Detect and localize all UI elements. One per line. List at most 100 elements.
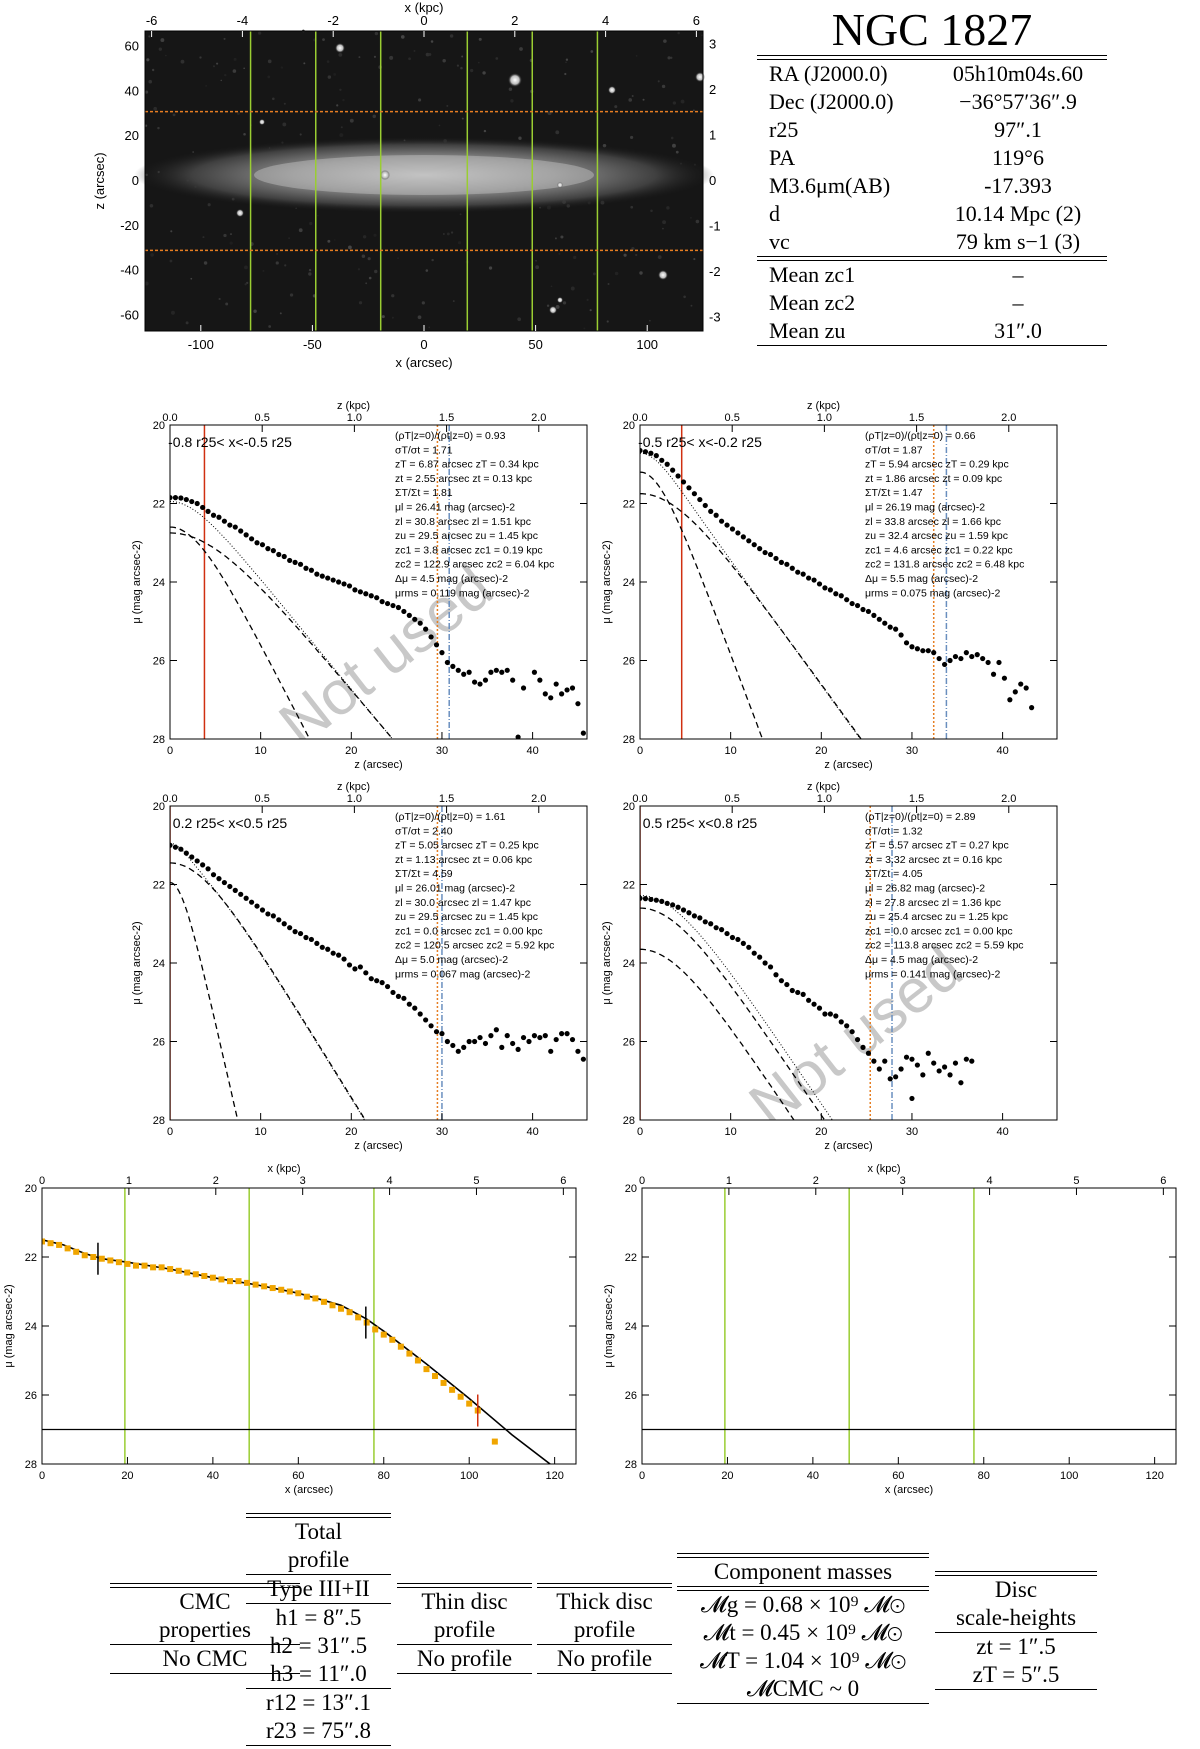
star <box>259 119 265 125</box>
data-point <box>920 648 926 654</box>
y-tick-label: 20 <box>125 128 139 143</box>
fit-parameter: zc2 = 122.9 arcsec zc2 = 6.04 kpc <box>395 559 554 571</box>
data-point <box>276 917 282 923</box>
noise-speck <box>216 62 219 65</box>
y-tick-label: -60 <box>120 307 139 322</box>
data-point <box>401 995 407 1001</box>
top-tick-label: 2 <box>511 13 518 28</box>
data-point <box>757 954 763 960</box>
data-point <box>542 1033 548 1039</box>
data-point <box>170 495 173 501</box>
y-tick-label: 28 <box>623 734 635 746</box>
mean-row: Mean zc2 – <box>757 289 1107 317</box>
right-tick-label: 3 <box>709 36 716 51</box>
data-point <box>697 915 703 921</box>
data-point <box>795 989 801 996</box>
param-row: PA 119°6 <box>757 144 1107 172</box>
right-tick-label: 1 <box>709 127 716 142</box>
y-tick-label: 20 <box>623 801 635 813</box>
data-point <box>931 1060 937 1066</box>
noise-speck <box>461 117 464 120</box>
noise-speck <box>662 227 664 230</box>
fit-parameter: zu = 25.4 arcsec zu = 1.25 kpc <box>865 911 1008 923</box>
data-point <box>132 1262 139 1269</box>
x-tick-label: 100 <box>636 337 658 352</box>
x-tick-label: 120 <box>1145 1470 1163 1482</box>
data-point <box>553 681 559 687</box>
noise-speck <box>628 98 633 102</box>
data-point <box>947 1072 953 1078</box>
param-key: vc <box>769 229 790 254</box>
noise-speck <box>223 37 226 40</box>
data-point <box>218 1276 225 1283</box>
y-tick-label: 24 <box>623 577 635 589</box>
noise-speck <box>614 105 618 109</box>
data-point <box>887 1076 893 1082</box>
fit-parameter: Δμ = 5.0 mag (arcsec)-2 <box>395 954 508 966</box>
data-point <box>401 608 407 615</box>
star <box>380 170 390 180</box>
noise-speck <box>478 37 482 41</box>
data-point <box>887 624 893 630</box>
noise-speck <box>631 246 635 251</box>
noise-speck <box>535 265 540 270</box>
data-point <box>270 548 276 554</box>
fit-parameter: zc2 = 120.5 arcsec zc2 = 5.92 kpc <box>395 940 554 952</box>
noise-speck <box>299 133 302 136</box>
star <box>557 182 563 188</box>
star <box>335 43 345 53</box>
top-axis-label: z (kpc) <box>337 781 370 793</box>
data-point <box>691 491 697 497</box>
noise-speck <box>153 106 158 111</box>
noise-speck <box>614 271 619 276</box>
data-point <box>390 989 396 996</box>
data-point <box>461 671 467 677</box>
y-tick-label: 60 <box>125 39 139 54</box>
data-point <box>184 1269 191 1276</box>
noise-speck <box>630 205 634 209</box>
y-tick-label: 22 <box>153 880 165 892</box>
fit-parameter: μl = 26.01 mag (arcsec)-2 <box>395 883 515 895</box>
star <box>608 86 616 94</box>
top-tick-label: 2.0 <box>531 793 546 805</box>
noise-speck <box>233 57 237 61</box>
top-tick-label: 2 <box>813 1175 819 1187</box>
data-point <box>297 561 304 567</box>
data-point <box>455 1048 461 1054</box>
data-point <box>520 1034 527 1041</box>
noise-speck <box>550 285 553 288</box>
noise-speck <box>358 56 361 59</box>
x-tick-label: 0 <box>167 745 173 757</box>
data-point <box>952 653 959 660</box>
x-tick-label: 0 <box>39 1470 45 1482</box>
data-point <box>800 571 806 577</box>
data-point <box>278 1286 285 1293</box>
data-point <box>575 1048 581 1054</box>
noise-speck <box>348 245 352 250</box>
noise-speck <box>693 109 695 112</box>
data-point <box>450 663 456 669</box>
data-point <box>287 557 293 564</box>
data-point <box>697 496 703 503</box>
noise-speck <box>565 61 567 64</box>
data-point <box>909 1095 915 1102</box>
data-point <box>440 1379 447 1386</box>
mean-row: Mean zu 31″.0 <box>757 317 1107 345</box>
noise-speck <box>170 310 175 315</box>
data-point <box>330 950 336 956</box>
noise-speck <box>562 301 567 305</box>
fit-parameter: zt = 2.55 arcsec zt = 0.13 kpc <box>395 473 532 485</box>
data-point <box>477 681 483 687</box>
data-point <box>444 659 450 666</box>
x-tick-label: 0 <box>637 1126 643 1138</box>
plot-frame <box>641 1187 1177 1465</box>
data-point <box>227 883 233 890</box>
y-tick-label: -40 <box>120 263 139 278</box>
data-point <box>167 1266 174 1273</box>
noise-speck <box>172 113 176 117</box>
noise-speck <box>232 69 237 73</box>
noise-speck <box>690 304 693 307</box>
data-point <box>395 993 402 999</box>
data-point <box>287 925 293 931</box>
data-point <box>276 551 282 558</box>
